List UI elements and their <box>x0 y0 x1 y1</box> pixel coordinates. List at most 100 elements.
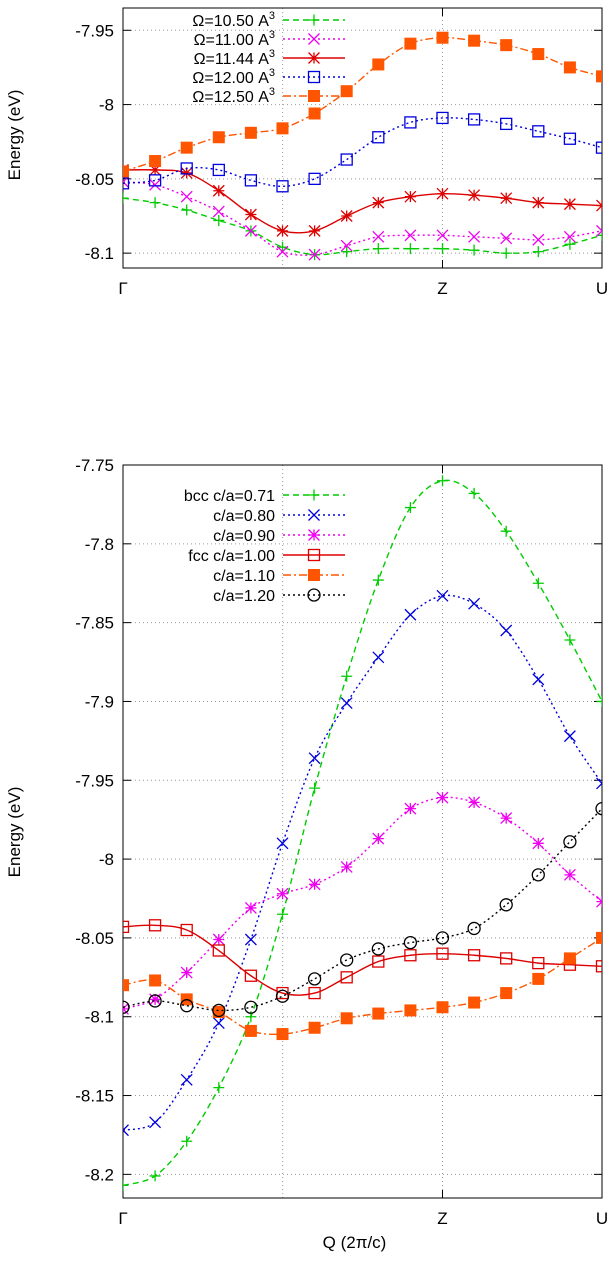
data-point <box>532 196 545 209</box>
data-point <box>404 502 416 514</box>
legend-label-superscript: 3 <box>269 67 275 79</box>
data-point <box>212 944 225 957</box>
series-1 <box>123 475 602 1191</box>
data-point <box>123 177 130 190</box>
y-axis-label: Energy (eV) <box>5 90 24 181</box>
y-tick-label: -8 <box>99 850 114 869</box>
data-point <box>500 952 513 965</box>
data-point <box>213 1082 225 1094</box>
data-point <box>244 174 258 187</box>
data-point <box>340 953 354 967</box>
y-tick-label: -8.2 <box>85 1165 114 1184</box>
series-line <box>123 36 602 173</box>
series-line <box>123 181 602 256</box>
data-point <box>308 107 321 120</box>
series-4 <box>123 111 602 193</box>
data-point <box>148 174 162 187</box>
data-point <box>596 224 602 237</box>
data-point <box>563 230 576 243</box>
data-point <box>123 192 129 204</box>
plot-frame <box>122 464 603 1199</box>
data-point <box>244 208 257 221</box>
data-point <box>468 487 480 499</box>
data-point <box>404 190 417 203</box>
data-point <box>436 31 449 44</box>
data-point <box>436 229 449 242</box>
data-point <box>149 1170 161 1182</box>
data-point <box>532 956 545 970</box>
data-point <box>123 1124 129 1137</box>
y-tick-label: -7.75 <box>75 456 114 475</box>
x-tick-label: Z <box>437 1209 447 1228</box>
data-point <box>531 868 545 882</box>
series-line <box>123 197 602 256</box>
data-point <box>308 752 321 765</box>
legend-label-text: c/a=0.90 <box>213 528 275 545</box>
legend-marker <box>307 548 321 562</box>
data-point <box>500 624 513 637</box>
legend-marker <box>308 569 320 581</box>
data-point <box>435 931 450 945</box>
data-point <box>180 966 193 979</box>
data-point <box>308 224 321 237</box>
legend-label-superscript: 3 <box>269 10 275 22</box>
data-point <box>149 163 162 176</box>
data-point <box>244 933 257 946</box>
data-point <box>149 993 162 1006</box>
data-point <box>180 999 194 1013</box>
data-point <box>244 901 257 914</box>
data-point <box>275 989 290 1003</box>
data-point <box>500 987 513 1000</box>
data-point <box>436 791 449 804</box>
data-point <box>403 935 418 950</box>
plot-frame <box>122 7 603 269</box>
data-point <box>244 224 257 237</box>
data-point <box>467 113 481 126</box>
data-point <box>123 165 129 178</box>
y-tick-label: -8.05 <box>75 170 114 189</box>
data-point <box>244 1000 258 1014</box>
data-point <box>468 996 481 1009</box>
y-tick-label: -7.9 <box>85 692 114 711</box>
data-point <box>404 243 416 255</box>
data-point <box>532 673 545 686</box>
series-line <box>123 594 602 1131</box>
legend-label-text: Ω=12.50 A <box>192 89 269 106</box>
data-point <box>212 1017 225 1029</box>
data-point <box>372 58 385 71</box>
data-point <box>149 197 161 209</box>
series-6 <box>123 801 602 1018</box>
data-point <box>309 782 321 794</box>
data-point <box>212 163 225 177</box>
data-point <box>532 48 545 61</box>
legend-label: Ω=12.00 A3 <box>192 67 275 87</box>
data-point <box>276 837 289 850</box>
data-point <box>307 972 322 986</box>
legend: Ω=10.50 A3Ω=11.00 A3Ω=11.44 A3Ω=12.00 A3… <box>192 10 345 106</box>
data-point <box>212 933 225 946</box>
data-point <box>123 920 130 934</box>
data-point <box>404 229 417 242</box>
data-point <box>372 243 384 255</box>
data-point <box>148 919 162 932</box>
y-tick-label: -8.1 <box>85 244 114 263</box>
data-point <box>468 244 480 256</box>
y-tick-label: -7.95 <box>75 21 114 40</box>
data-point <box>468 796 481 809</box>
data-point <box>532 837 545 850</box>
data-point <box>500 812 513 825</box>
chart-panel-2: -7.75 -7.8 -7.85 -7.9 -7.95 -8 -8.05 -8.1 -8.15 -… <box>5 456 608 1252</box>
legend-label: Ω=10.50 A3 <box>192 10 275 30</box>
legend-marker <box>308 489 320 501</box>
data-point <box>244 126 257 139</box>
legend-marker <box>307 588 321 602</box>
data-point <box>404 116 417 129</box>
y-axis-label: Energy (eV) <box>5 787 24 878</box>
legend: bcc c/a=0.71 c/a=0.80 c/a=0.90 fcc c/a=1.00… <box>184 488 345 605</box>
legend-label: Ω=12.50 A3 <box>192 86 275 106</box>
data-point <box>532 125 545 138</box>
data-point <box>563 952 576 965</box>
legend-label-text: Ω=12.00 A <box>192 70 269 87</box>
series-line <box>123 796 602 1010</box>
data-point <box>404 802 417 815</box>
